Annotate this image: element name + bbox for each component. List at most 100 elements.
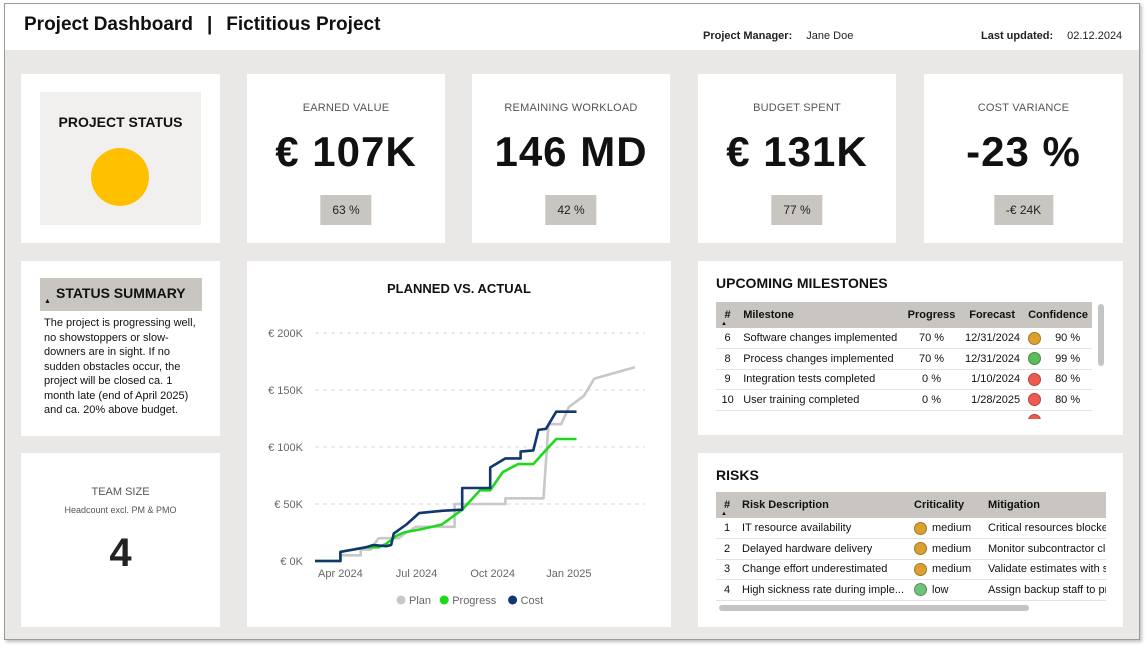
col-header-forecast[interactable]: Forecast xyxy=(960,302,1025,328)
milestone-forecast: 1/10/2024 xyxy=(960,369,1025,390)
legend-marker-cost xyxy=(508,595,518,605)
milestone-name: Process changes implemented xyxy=(739,348,903,370)
status-summary-title: STATUS SUMMARY xyxy=(56,285,186,301)
risk-description: Delayed hardware delivery xyxy=(738,538,910,560)
last-updated-value: 02.12.2024 xyxy=(1067,30,1123,42)
confidence-dot-icon xyxy=(1028,413,1042,419)
criticality-dot-icon xyxy=(914,583,927,597)
milestones-table-wrap[interactable]: # ▲ Milestone Progress Forecast Confidenc… xyxy=(716,302,1092,419)
milestone-row-partial xyxy=(716,410,1092,419)
milestone-progress: 70 % xyxy=(902,328,961,349)
y-tick-label: € 200K xyxy=(268,328,304,340)
col-header-progress[interactable]: Progress xyxy=(902,302,961,328)
risk-description: IT resource availability xyxy=(738,518,910,539)
milestone-progress xyxy=(902,410,961,419)
risk-row[interactable]: 2 Delayed hardware delivery medium Monitor … xyxy=(716,538,1106,560)
series-line-cost[interactable] xyxy=(315,410,577,563)
earned-value-value: € 107K xyxy=(275,128,417,175)
confidence-value: 99 % xyxy=(1055,352,1081,365)
series-line-progress[interactable] xyxy=(315,437,577,563)
x-tick-label: Jul 2024 xyxy=(396,568,438,580)
project-manager-label: Project Manager: xyxy=(703,30,793,42)
col-header-number[interactable]: # ▲ xyxy=(716,302,740,328)
y-tick-label: € 100K xyxy=(268,442,304,454)
risk-row[interactable]: 1 IT resource availability medium Critical … xyxy=(716,518,1106,539)
milestone-number: 6 xyxy=(716,328,740,349)
criticality-value: medium xyxy=(932,542,972,555)
milestone-number: 9 xyxy=(716,369,740,390)
col-number-label: # xyxy=(723,499,731,511)
milestone-confidence: 80 % xyxy=(1024,389,1092,411)
budget-spent-card: BUDGET SPENT € 131K 77 % xyxy=(698,74,896,243)
risks-table-wrap[interactable]: # ▲ Risk Description Criticality Mitigati… xyxy=(716,492,1106,607)
col-header-number[interactable]: # ▲ xyxy=(716,492,738,518)
title-separator: | xyxy=(206,14,213,35)
milestone-progress: 0 % xyxy=(902,389,961,411)
last-updated-info: Last updated: 02.12.2024 xyxy=(981,30,1122,42)
y-tick-label: € 50K xyxy=(274,499,303,511)
legend-marker-plan xyxy=(396,595,406,605)
remaining-workload-badge: 42 % xyxy=(545,195,597,225)
risk-row[interactable]: 4 High sickness rate during imple... low As… xyxy=(716,579,1106,601)
milestone-confidence: 80 % xyxy=(1024,369,1092,390)
risk-number: 1 xyxy=(716,518,738,539)
earned-value-label: EARNED VALUE xyxy=(302,102,390,114)
milestone-row[interactable]: 8 Process changes implemented 70 % 12/31/20… xyxy=(716,348,1092,370)
legend-label-progress[interactable]: Progress xyxy=(452,595,497,607)
project-manager-value: Jane Doe xyxy=(806,30,854,42)
y-tick-label: € 0K xyxy=(280,556,303,568)
milestone-number: 8 xyxy=(716,348,740,370)
milestone-progress: 70 % xyxy=(902,348,961,370)
col-header-confidence[interactable]: Confidence xyxy=(1024,302,1092,328)
milestone-confidence xyxy=(1024,410,1092,419)
risk-criticality: medium xyxy=(910,559,984,580)
risk-row[interactable]: 3 Change effort underestimated medium Valid… xyxy=(716,559,1106,580)
criticality-dot-icon xyxy=(914,562,927,576)
chart-title: PLANNED VS. ACTUAL xyxy=(387,281,531,296)
risks-header-row: # ▲ Risk Description Criticality Mitigati… xyxy=(716,492,1106,518)
criticality-value: medium xyxy=(932,521,972,534)
milestones-body: 6 Software changes implemented 70 % 12/31/2… xyxy=(716,328,1092,419)
sort-up-icon: ▲ xyxy=(44,298,51,305)
planned-vs-actual-card: PLANNED VS. ACTUAL € 0K € 50K € 100K € 150K… xyxy=(247,261,671,627)
x-tick-label: Apr 2024 xyxy=(318,568,363,580)
confidence-dot-icon xyxy=(1028,372,1042,386)
page-title: Project Dashboard | Fictitious Project xyxy=(24,14,380,36)
project-status-card: PROJECT STATUS xyxy=(21,74,220,243)
milestone-row[interactable]: 9 Integration tests completed 0 % 1/10/2024… xyxy=(716,369,1092,390)
earned-value-card: EARNED VALUE € 107K 63 % xyxy=(247,74,445,243)
remaining-workload-value: 146 MD xyxy=(494,128,648,175)
planned-vs-actual-chart: € 0K € 50K € 100K € 150K € 200K Apr 2024 Jul 2… xyxy=(268,328,645,607)
risk-criticality: medium xyxy=(910,518,984,539)
legend-label-plan[interactable]: Plan xyxy=(409,595,431,607)
col-header-criticality[interactable]: Criticality xyxy=(910,492,984,518)
milestones-scrollbar[interactable] xyxy=(1098,304,1104,366)
risk-number: 3 xyxy=(716,559,738,580)
col-header-risk-description[interactable]: Risk Description xyxy=(738,492,910,518)
risk-mitigation: Validate estimates with su xyxy=(984,559,1106,580)
sort-up-icon: ▲ xyxy=(721,321,727,327)
risk-mitigation: Monitor subcontractor clc xyxy=(984,538,1106,560)
confidence-dot-icon xyxy=(1028,352,1042,366)
legend-marker-progress xyxy=(439,595,449,605)
dashboard-title: Project Dashboard xyxy=(24,14,193,35)
dashboard-frame: Project Dashboard | Fictitious Project Pro… xyxy=(4,3,1140,640)
milestone-row[interactable]: 10 User training completed 0 % 1/28/2025 80 … xyxy=(716,389,1092,411)
risk-criticality: low xyxy=(910,579,984,601)
milestone-forecast: 12/31/2024 xyxy=(960,328,1025,349)
project-manager-info: Project Manager: Jane Doe xyxy=(703,30,853,42)
milestone-row[interactable]: 6 Software changes implemented 70 % 12/31/2… xyxy=(716,328,1092,349)
milestones-title: UPCOMING MILESTONES xyxy=(716,275,888,291)
remaining-workload-card: REMAINING WORKLOAD 146 MD 42 % xyxy=(472,74,670,243)
risks-scrollbar[interactable] xyxy=(719,605,1029,611)
criticality-value: medium xyxy=(932,563,972,576)
y-tick-label: € 150K xyxy=(268,385,304,397)
col-header-mitigation[interactable]: Mitigation xyxy=(984,492,1106,518)
series-line-plan[interactable] xyxy=(315,365,636,563)
milestone-forecast: 12/31/2024 xyxy=(960,348,1025,370)
risk-number: 2 xyxy=(716,538,738,560)
legend-label-cost[interactable]: Cost xyxy=(521,595,544,607)
budget-spent-badge: 77 % xyxy=(771,195,823,225)
col-header-milestone[interactable]: Milestone xyxy=(739,302,903,328)
status-summary-header[interactable]: ▲ STATUS SUMMARY xyxy=(40,278,202,311)
